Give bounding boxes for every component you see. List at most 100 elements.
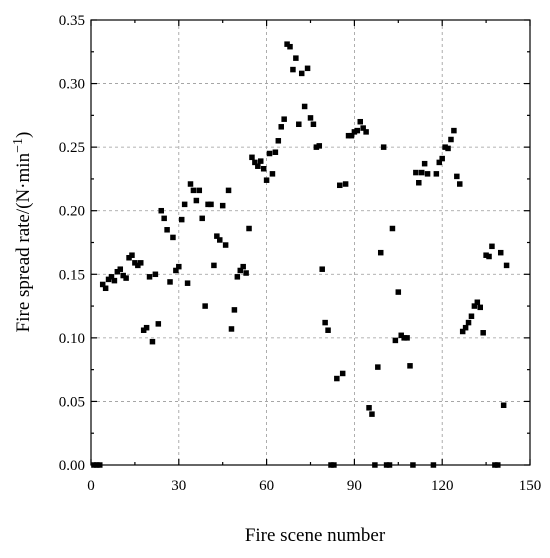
data-point xyxy=(99,281,106,288)
data-point xyxy=(418,169,425,176)
data-point xyxy=(310,121,317,128)
data-point xyxy=(281,116,287,122)
data-point xyxy=(196,187,203,194)
data-point xyxy=(433,171,440,177)
y-axis-title-close: ) xyxy=(13,132,34,138)
data-point xyxy=(234,274,241,280)
data-point xyxy=(421,160,428,167)
data-point xyxy=(369,411,375,417)
data-point xyxy=(325,327,331,333)
data-point xyxy=(290,66,296,73)
data-point xyxy=(407,363,413,369)
data-point xyxy=(298,70,305,77)
data-point xyxy=(158,207,164,214)
plot-frame xyxy=(90,19,531,466)
data-point xyxy=(442,144,448,150)
data-point xyxy=(249,154,255,161)
data-point xyxy=(193,197,200,204)
data-point xyxy=(240,263,246,270)
y-axis-title: Fire spread rate/(N·min−1) xyxy=(11,132,34,333)
data-point xyxy=(439,155,445,162)
data-point xyxy=(401,335,407,341)
data-point xyxy=(143,324,150,331)
data-point xyxy=(138,260,144,266)
x-axis-title: Fire scene number xyxy=(245,525,386,546)
data-point xyxy=(293,55,299,61)
data-point xyxy=(480,330,486,336)
x-tick-label: 60 xyxy=(259,478,274,494)
y-tick-label: 0.25 xyxy=(59,140,85,156)
data-point xyxy=(468,313,475,319)
y-tick-label: 0.35 xyxy=(59,13,85,29)
data-point xyxy=(313,144,320,150)
x-tick-label: 150 xyxy=(519,478,542,494)
y-tick-label: 0.20 xyxy=(59,204,85,220)
data-point xyxy=(445,145,451,152)
data-point xyxy=(348,132,355,139)
data-point xyxy=(448,136,454,143)
data-point xyxy=(187,181,194,187)
data-point xyxy=(190,187,197,194)
data-point xyxy=(451,127,457,134)
y-tick-label: 0.10 xyxy=(59,331,85,347)
data-point xyxy=(102,285,109,292)
data-point xyxy=(120,272,126,279)
data-point xyxy=(129,252,135,258)
data-point xyxy=(284,41,290,47)
data-point xyxy=(252,159,258,166)
data-point xyxy=(345,132,352,139)
data-point xyxy=(500,402,507,408)
data-point xyxy=(208,201,214,208)
data-point xyxy=(219,202,226,209)
data-point xyxy=(363,129,369,135)
data-point xyxy=(413,169,419,176)
data-point xyxy=(375,364,381,370)
data-point xyxy=(135,262,141,269)
data-point xyxy=(211,262,217,269)
data-point xyxy=(255,163,261,169)
data-point xyxy=(351,129,358,135)
data-point xyxy=(503,262,510,269)
data-point xyxy=(260,166,267,172)
data-point xyxy=(146,274,153,280)
data-point xyxy=(114,268,121,275)
x-tick-labels: 0 30 60 90 120 150 xyxy=(87,478,541,494)
x-tick-label: 0 xyxy=(87,478,95,494)
data-point xyxy=(225,187,232,194)
data-point xyxy=(105,276,112,283)
data-point xyxy=(474,299,481,306)
data-point xyxy=(176,263,182,270)
data-point xyxy=(389,225,396,232)
grid-lines xyxy=(91,20,530,465)
data-point xyxy=(357,118,364,125)
x-tick-label: 120 xyxy=(431,478,454,494)
data-point xyxy=(322,319,328,326)
data-point xyxy=(319,266,325,272)
y-tick-label: 0.30 xyxy=(59,77,85,93)
data-point xyxy=(126,255,132,261)
data-point xyxy=(202,303,208,309)
data-point xyxy=(459,328,466,335)
x-tick-label: 90 xyxy=(347,478,362,494)
y-axis-title-superscript: −1 xyxy=(11,138,26,153)
data-point xyxy=(266,150,273,157)
data-point xyxy=(257,158,264,164)
data-point xyxy=(339,370,346,377)
data-point xyxy=(483,252,489,258)
data-point xyxy=(392,337,399,344)
data-point xyxy=(497,249,504,256)
data-point xyxy=(184,280,191,286)
data-point xyxy=(178,216,185,223)
data-point xyxy=(222,242,229,248)
data-point xyxy=(404,335,410,341)
data-point xyxy=(205,201,211,208)
data-point xyxy=(237,267,244,274)
data-point xyxy=(164,227,170,233)
data-point xyxy=(416,179,422,186)
y-axis-title-main: Fire spread rate/(N·min xyxy=(13,152,34,332)
data-point xyxy=(395,289,402,295)
data-point xyxy=(489,243,495,250)
data-point xyxy=(217,237,223,243)
data-point xyxy=(275,138,282,144)
data-point xyxy=(272,149,279,155)
